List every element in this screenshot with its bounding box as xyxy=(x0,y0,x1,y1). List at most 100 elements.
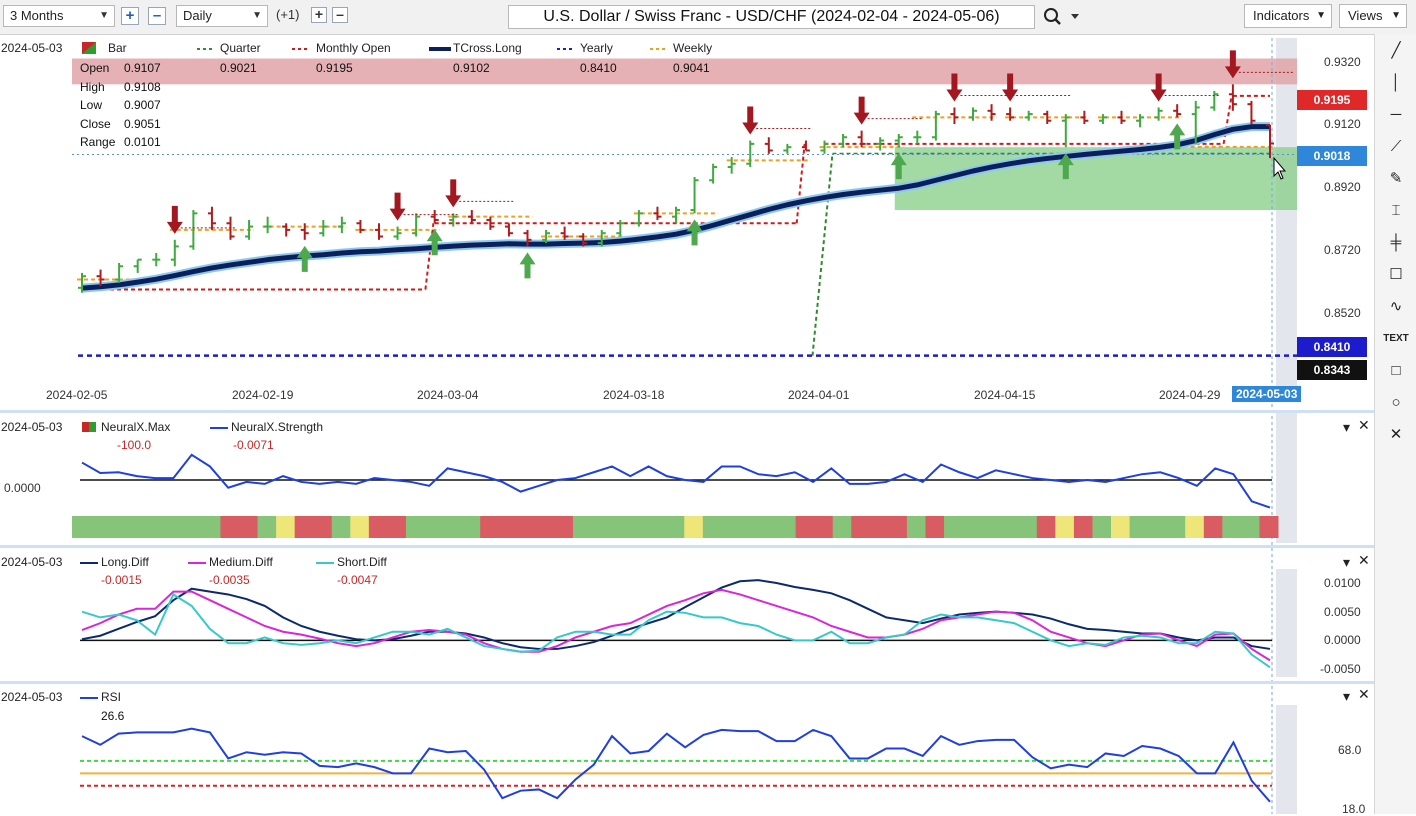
neuralx-max-segment xyxy=(276,516,296,538)
monthly-open-step xyxy=(795,143,806,224)
search-button[interactable] xyxy=(1042,5,1086,29)
comment-icon[interactable]: ☐ xyxy=(1389,266,1403,283)
weekly-legend-swatch xyxy=(650,48,668,50)
future-region xyxy=(1276,705,1297,814)
y-tick: 0.8720 xyxy=(1324,243,1361,257)
sell-arrow-icon xyxy=(1150,73,1167,102)
top-toolbar: 3 Months ▼ + – Daily ▼ (+1) + – U.S. Dol… xyxy=(0,0,1416,35)
pane-menu-icon[interactable]: ▾ xyxy=(1343,688,1351,704)
y-tick: 0.9120 xyxy=(1324,117,1361,131)
ohlc-high-value: 0.9108 xyxy=(124,80,161,94)
pane-separator[interactable] xyxy=(0,410,1374,413)
chevron-down-icon: ▼ xyxy=(252,10,262,21)
x-tick: 2024-04-29 xyxy=(1159,388,1221,402)
current-price-tag: 0.9018 xyxy=(1297,146,1367,166)
trend-icon[interactable]: ⟋ xyxy=(1390,138,1402,155)
y-tick: 68.0 xyxy=(1338,743,1362,757)
neuralx-max-segment xyxy=(72,516,92,538)
legend-short-diff-value: -0.0047 xyxy=(337,573,378,587)
neuralx-max-segment xyxy=(1018,516,1038,538)
offset-minus-button[interactable]: – xyxy=(332,7,348,23)
neuralx-max-segment xyxy=(146,516,166,538)
buy-arrow-icon xyxy=(519,252,536,279)
rsi-swatch xyxy=(80,697,98,699)
legend-weekly-value: 0.9041 xyxy=(673,61,710,75)
close-icon[interactable]: ✕ xyxy=(1389,426,1403,443)
neuralx-max-segment xyxy=(1092,516,1112,538)
neuralx-max-segment xyxy=(257,516,277,538)
neuralx-max-segment xyxy=(721,516,741,538)
pane-menu-icon[interactable]: ▾ xyxy=(1343,419,1351,435)
neuralx-max-segment xyxy=(739,516,759,538)
close-icon[interactable]: ✕ xyxy=(1358,417,1370,433)
legend-long-diff: Long.Diff xyxy=(101,555,149,569)
buy-arrow-icon xyxy=(1169,123,1186,150)
short-diff-swatch xyxy=(316,562,334,564)
neuralx-max-segment xyxy=(1222,516,1242,538)
pane-menu-icon[interactable]: ▾ xyxy=(1343,554,1351,570)
pane-separator[interactable] xyxy=(0,545,1374,548)
wave-icon[interactable]: ∿ xyxy=(1389,298,1403,315)
neuralx-max-segment xyxy=(535,516,555,538)
ohlc-range-value: 0.0101 xyxy=(124,135,161,149)
neuralx-max-segment xyxy=(628,516,648,538)
close-icon[interactable]: ✕ xyxy=(1358,686,1370,702)
neuralx-max-segment xyxy=(1073,516,1093,538)
neuralx-max-segment xyxy=(313,516,333,538)
close-icon[interactable]: ✕ xyxy=(1358,552,1370,568)
neuralx-max-segment xyxy=(461,516,481,538)
neuralx-max-segment xyxy=(90,516,110,538)
pane-separator[interactable] xyxy=(0,681,1374,684)
current-date-tag: 2024-05-03 xyxy=(1232,386,1302,402)
neural-pane-date: 2024-05-03 xyxy=(1,420,63,434)
legend-long-diff-value: -0.0015 xyxy=(101,573,142,587)
timespan-select[interactable]: 3 Months ▼ xyxy=(3,5,115,27)
legend-weekly: Weekly xyxy=(673,41,713,55)
neuralx-max-segment xyxy=(999,516,1019,538)
text-icon[interactable]: TEXT xyxy=(1383,333,1409,344)
ohlc-open-label: Open xyxy=(80,61,110,75)
horizontal-line-icon[interactable]: ─ xyxy=(1390,106,1402,123)
legend-tcross-long: TCross.Long xyxy=(453,41,522,55)
ohlc-low-label: Low xyxy=(80,98,103,112)
main-plot-area xyxy=(72,38,1297,392)
crosshair-icon[interactable]: ╪ xyxy=(1390,234,1402,251)
legend-medium-diff: Medium.Diff xyxy=(209,555,273,569)
zoom-in-button[interactable]: + xyxy=(121,7,139,25)
neuralx-max-segment xyxy=(888,516,908,538)
fib-icon[interactable]: ⌶ xyxy=(1391,202,1401,219)
pen-icon[interactable]: ✎ xyxy=(1389,170,1403,187)
legend-medium-diff-value: -0.0035 xyxy=(209,573,250,587)
ohlc-close-value: 0.9051 xyxy=(124,117,161,131)
circle-icon[interactable]: ○ xyxy=(1391,394,1401,411)
interval-select[interactable]: Daily ▼ xyxy=(176,5,268,27)
y-tick: 0.8920 xyxy=(1324,180,1361,194)
bar-legend-icon xyxy=(82,42,96,54)
chart-title-input[interactable]: U.S. Dollar / Swiss Franc - USD/CHF (202… xyxy=(508,5,1035,29)
future-region xyxy=(1276,38,1297,392)
neuralx-max-segment xyxy=(795,516,815,538)
zoom-out-button[interactable]: – xyxy=(148,7,166,25)
neuralx-max-segment xyxy=(906,516,926,538)
y-tick: 0.0050 xyxy=(1324,605,1361,619)
rectangle-icon[interactable]: □ xyxy=(1391,362,1401,379)
chart-canvas[interactable] xyxy=(0,34,1374,814)
neuralx-max-segment xyxy=(238,516,259,538)
neuralx-max-segment xyxy=(814,516,834,538)
chevron-down-icon: ▼ xyxy=(1316,10,1326,21)
ohlc-close-label: Close xyxy=(80,117,111,131)
line-icon[interactable]: ╱ xyxy=(1391,42,1401,59)
interval-value: Daily xyxy=(183,8,212,23)
indicators-button[interactable]: Indicators ▼ xyxy=(1244,4,1332,28)
vertical-line-icon[interactable]: │ xyxy=(1391,74,1401,91)
offset-plus-button[interactable]: + xyxy=(311,7,327,23)
sell-arrow-icon xyxy=(1224,50,1241,79)
ohlc-range-label: Range xyxy=(80,135,116,149)
chevron-down-icon: ▼ xyxy=(1391,10,1401,21)
neuralx-max-segment xyxy=(647,516,667,538)
x-tick: 2024-02-05 xyxy=(46,388,108,402)
yearly-legend-swatch xyxy=(557,48,575,50)
offset-label: (+1) xyxy=(276,7,300,22)
monthly-legend-swatch xyxy=(292,48,310,50)
views-button[interactable]: Views ▼ xyxy=(1339,4,1407,28)
